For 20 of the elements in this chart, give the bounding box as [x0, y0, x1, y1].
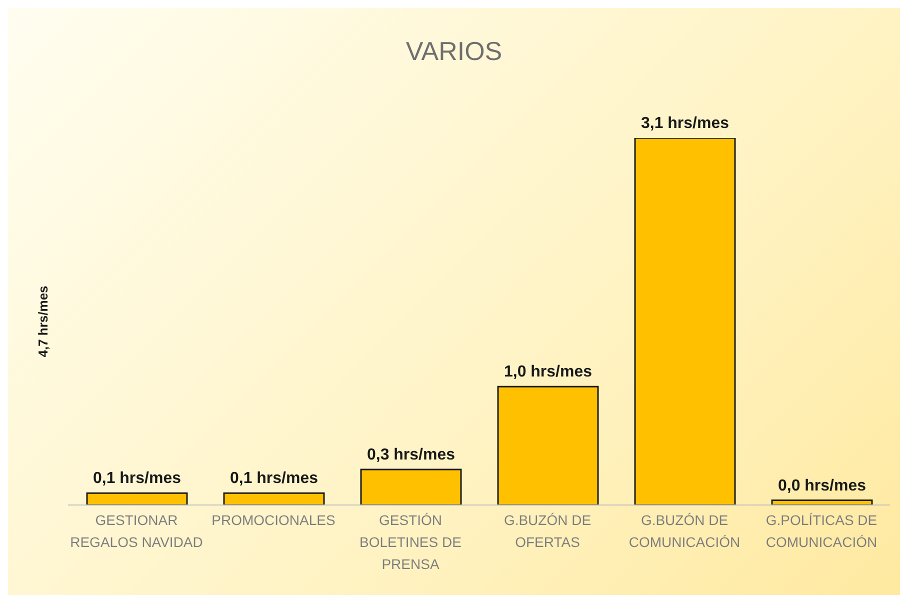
x-tick-label: G.BUZÓN DE COMUNICACIÓN	[628, 512, 740, 550]
data-label: 0,1 hrs/mes	[230, 470, 318, 488]
bar	[360, 468, 462, 505]
bar	[86, 492, 188, 505]
data-label: 0,1 hrs/mes	[92, 470, 182, 488]
x-tick-label: G.BUZÓN DE OFERTAS	[504, 512, 592, 550]
bar	[497, 386, 599, 505]
x-tick-label: PROMOCIONALES	[212, 512, 336, 528]
x-tick-label: G.POLÍTICAS DE COMUNICACIÓN	[766, 512, 878, 550]
data-label: 1,0 hrs/mes	[504, 364, 592, 381]
x-tick-label: GESTIONAR REGALOS NAVIDAD	[70, 512, 203, 550]
bar	[634, 138, 736, 505]
data-label: 0,0 hrs/mes	[778, 477, 866, 494]
chart-title: VARIOS	[404, 36, 504, 67]
data-label: 3,1 hrs/mes	[640, 115, 730, 132]
x-tick-label: GESTIÓN BOLETINES DE PRENSA	[360, 512, 462, 572]
bar	[771, 500, 873, 505]
bar	[223, 492, 325, 505]
data-label: 0,3 hrs/mes	[366, 446, 456, 464]
y-axis-title: 4,7 hrs/mes	[36, 286, 51, 358]
